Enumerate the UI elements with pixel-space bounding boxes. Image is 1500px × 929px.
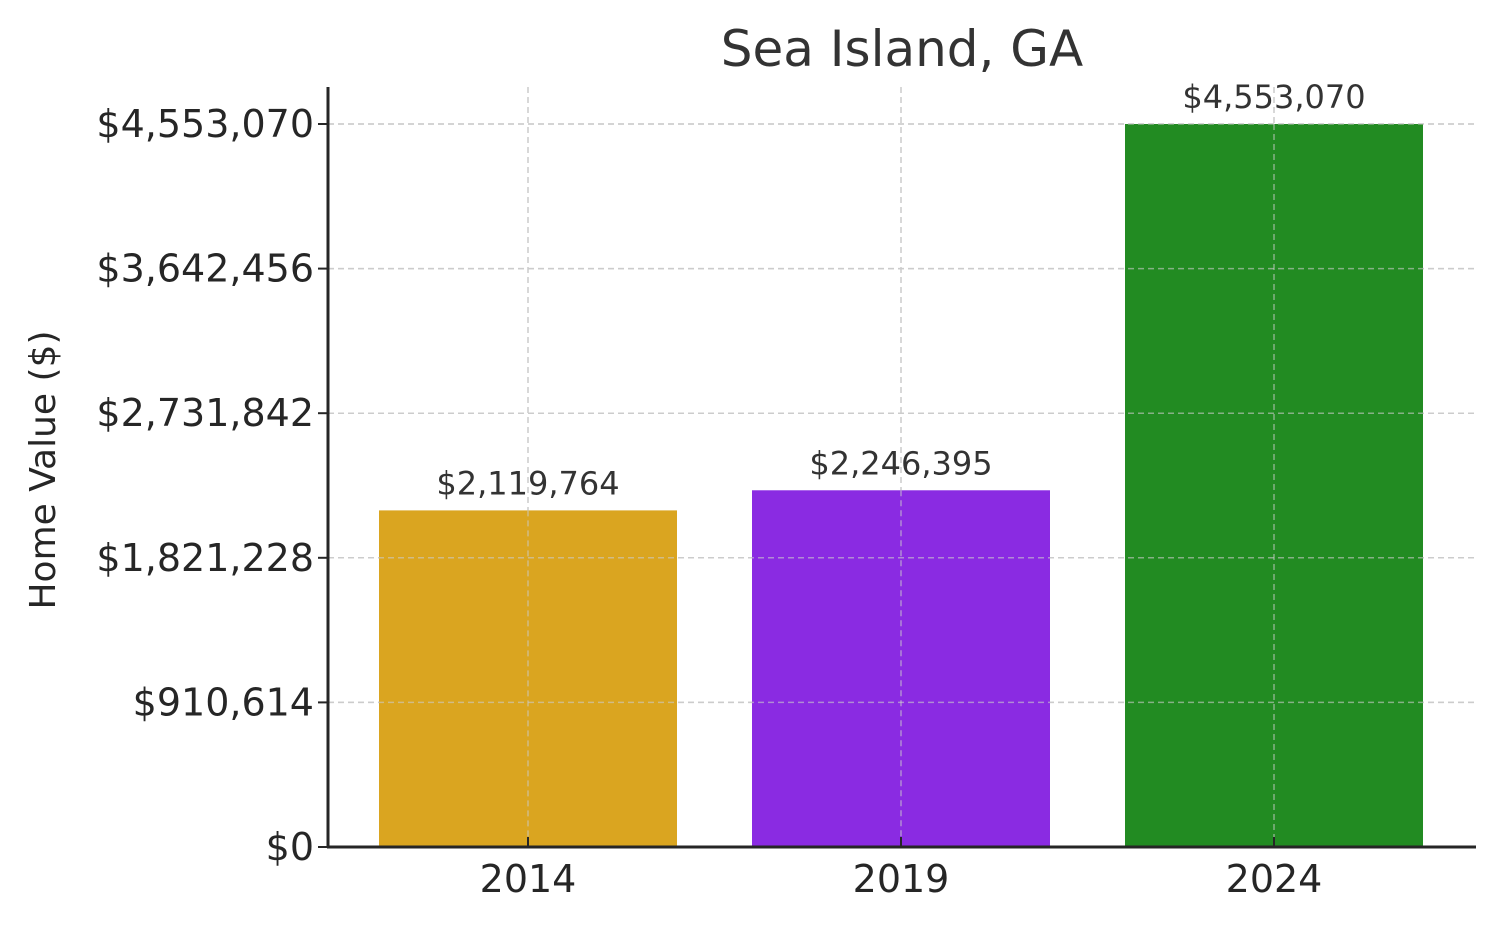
- x-tick-label: 2019: [853, 857, 950, 901]
- axes-layer: [318, 87, 1476, 849]
- bar-value-label: $4,553,070: [1182, 78, 1365, 116]
- y-tick-label: $3,642,456: [96, 247, 314, 291]
- y-tick-label: $0: [266, 825, 314, 869]
- chart-title: Sea Island, GA: [721, 20, 1084, 78]
- y-tick-label: $1,821,228: [96, 536, 314, 580]
- y-axis-label: Home Value ($): [23, 330, 64, 609]
- y-tick-label: $4,553,070: [96, 102, 314, 146]
- labels-layer: $0 $910,614 $1,821,228 $2,731,842 $3,642,456…: [96, 78, 1365, 901]
- bar-value-label: $2,246,395: [809, 444, 992, 482]
- bar-value-label: $2,119,764: [436, 464, 619, 502]
- x-tick-label: 2014: [480, 857, 577, 901]
- y-tick-label: $910,614: [133, 680, 314, 724]
- bar-2019: [752, 490, 1050, 847]
- y-tick-label: $2,731,842: [96, 391, 314, 435]
- x-tick-label: 2024: [1226, 857, 1323, 901]
